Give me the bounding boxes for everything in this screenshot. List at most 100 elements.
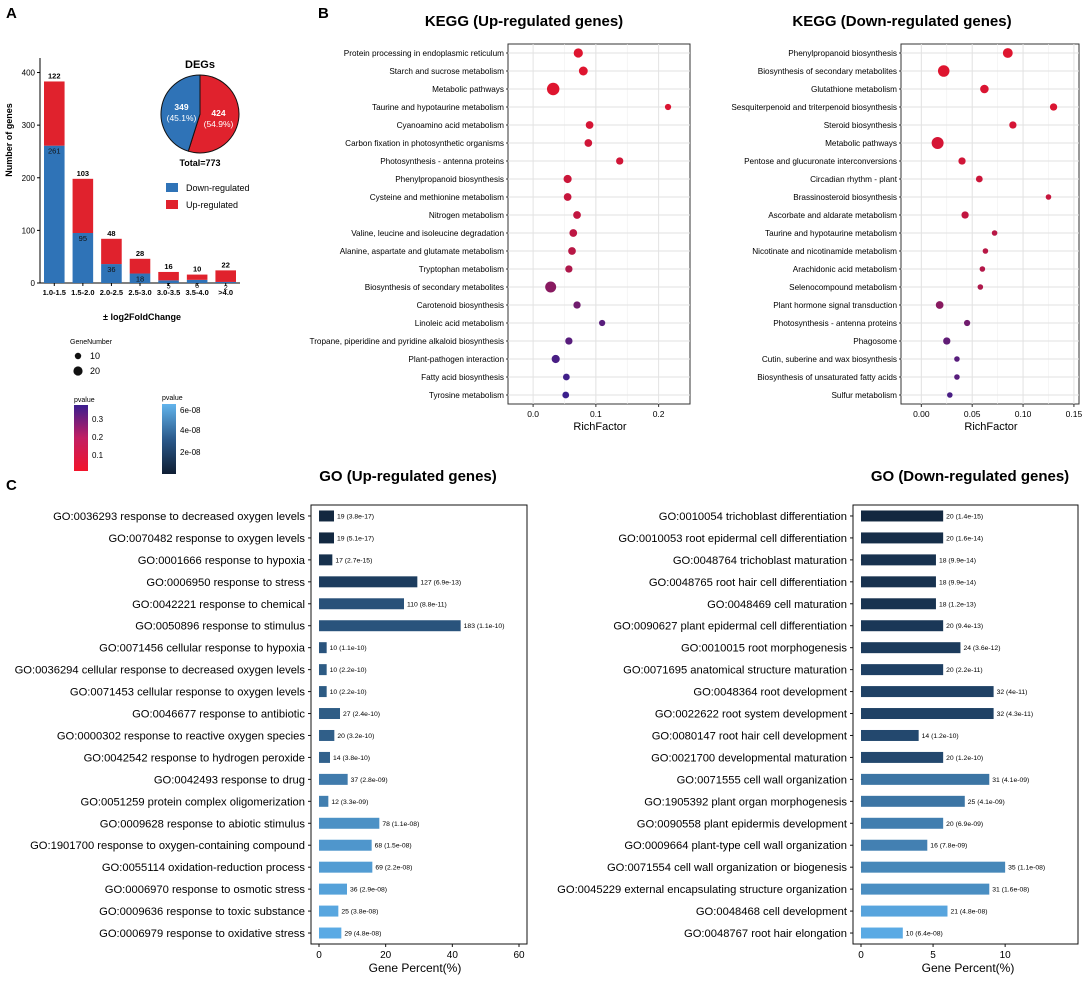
go-bar — [861, 795, 965, 807]
go-bar — [319, 927, 342, 939]
kegg-term-label: Brassinosteroid biosynthesis — [793, 193, 897, 202]
go-xtick-label: 20 — [380, 950, 392, 961]
go-bar — [319, 861, 373, 873]
go-bar-label: 25 (3.8e-08) — [341, 909, 378, 916]
kegg-term-label: Tyrosine metabolism — [429, 391, 504, 400]
go-bar-label: 10 (1.1e-10) — [330, 645, 367, 652]
a-bar-up — [158, 271, 179, 281]
kegg-term-label: Photosynthesis - antenna proteins — [773, 319, 897, 328]
kegg-panel-frame — [900, 43, 1080, 405]
go-bar-label: 183 (1.1e-10) — [464, 623, 505, 630]
a-bar-down — [215, 281, 236, 283]
go-bar-label: 10 (2.2e-10) — [330, 667, 367, 674]
go-term-label: GO:0048764 trichoblast maturation — [673, 555, 847, 567]
go-bar-label: 20 (9.4e-13) — [946, 623, 983, 630]
go-bar — [861, 576, 936, 588]
go-up-xlabel: Gene Percent(%) — [369, 961, 462, 975]
panel-label-c: C — [6, 477, 17, 494]
go-bar — [319, 905, 339, 917]
pie-total: Total=773 — [179, 158, 220, 168]
go-bar-label: 19 (5.1e-17) — [337, 535, 374, 542]
go-bar — [861, 620, 944, 632]
kegg-dot — [977, 284, 984, 290]
kegg-term-label: Biosynthesis of unsaturated fatty acids — [757, 373, 897, 382]
kegg-up-xlabel: RichFactor — [573, 421, 627, 433]
go-bar — [861, 751, 944, 763]
go-bar — [319, 532, 334, 544]
go-term-label: GO:0048765 root hair cell differentiatio… — [649, 577, 847, 589]
kegg-term-label: Starch and sucrose metabolism — [389, 67, 504, 76]
a-bar-up-label: 28 — [136, 249, 144, 258]
kegg-xtick-label: 0.2 — [653, 409, 665, 419]
go-bar — [319, 708, 340, 720]
kegg-dot — [584, 139, 593, 147]
go-bar — [319, 554, 333, 566]
kegg-term-label: Tryptophan metabolism — [419, 265, 504, 274]
genenumber-dot-20 — [73, 366, 83, 376]
kegg-dot — [585, 121, 594, 129]
pie-slice-label: 424 — [211, 108, 225, 118]
go-bar — [861, 883, 990, 895]
go-bar-label: 10 (6.4e-08) — [906, 931, 943, 938]
go-term-label: GO:0001666 response to hypoxia — [138, 555, 306, 567]
kegg-down-xlabel: RichFactor — [964, 421, 1018, 433]
go-xtick-label: 60 — [513, 950, 525, 961]
kegg-dot — [954, 374, 960, 380]
panel-label-a: A — [6, 5, 17, 22]
kegg-dot — [937, 65, 950, 77]
go-bar-label: 21 (4.8e-08) — [950, 909, 987, 916]
kegg-dot — [1045, 194, 1052, 200]
go-bar — [319, 729, 335, 741]
go-bar — [861, 686, 994, 698]
a-bar-up-label: 10 — [193, 265, 201, 274]
a-ylabel: Number of genes — [4, 103, 14, 177]
go-term-label: GO:0071555 cell wall organization — [677, 774, 847, 786]
go-term-label: GO:1905392 plant organ morphogenesis — [644, 796, 847, 808]
pie-slice-label: 349 — [174, 102, 188, 112]
go-term-label: GO:0071453 cellular response to oxygen l… — [70, 687, 305, 699]
kegg-term-label: Photosynthesis - antenna proteins — [380, 157, 504, 166]
a-ytick-label: 0 — [31, 279, 36, 288]
go-bar-label: 127 (6.9e-13) — [420, 579, 461, 586]
kegg-xtick-label: 0.00 — [913, 409, 930, 419]
go-bar-label: 12 (3.3e-09) — [331, 799, 368, 806]
kegg-xtick-label: 0.10 — [1015, 409, 1032, 419]
go-term-label: GO:0090627 plant epidermal cell differen… — [613, 621, 847, 633]
go-bar — [319, 620, 461, 632]
go-term-label: GO:0046677 response to antibiotic — [132, 709, 305, 721]
go-term-label: GO:0071456 cellular response to hypoxia — [99, 643, 306, 655]
a-ytick-label: 400 — [22, 69, 36, 78]
kegg-term-label: Sulfur metabolism — [831, 391, 897, 400]
kegg-dot — [991, 230, 998, 236]
go-bar — [319, 642, 327, 654]
go-bar — [319, 773, 348, 785]
go-bar-label: 20 (2.2e-11) — [946, 667, 983, 674]
a-xtick-label: 1.5-2.0 — [71, 288, 94, 297]
go-panel-frame — [852, 504, 1079, 945]
go-bar — [319, 883, 347, 895]
a-bar-up — [72, 178, 94, 234]
kegg-term-label: Biosynthesis of secondary metabolites — [758, 67, 897, 76]
a-bar-down-label: 95 — [79, 234, 87, 243]
kegg-term-label: Glutathione metabolism — [811, 85, 897, 94]
go-bar-label: 18 (9.9e-14) — [939, 579, 976, 586]
kegg-dot — [980, 84, 989, 94]
pie-title: DEGs — [185, 59, 215, 71]
panel-label-b: B — [318, 5, 329, 22]
kegg-term-label: Cysteine and methionine metabolism — [370, 193, 504, 202]
kegg-dot — [954, 356, 960, 362]
kegg-dot — [565, 265, 573, 273]
go-term-label: GO:0090558 plant epidermis development — [637, 818, 848, 830]
kegg-term-label: Tropane, piperidine and pyridine alkaloi… — [310, 337, 505, 346]
a-xtick-label: 3.5-4.0 — [185, 288, 208, 297]
kegg-term-label: Plant hormone signal transduction — [773, 301, 897, 310]
go-term-label: GO:0045229 external encapsulating struct… — [557, 884, 847, 896]
go-bar — [861, 598, 936, 610]
go-term-label: GO:0000302 response to reactive oxygen s… — [57, 730, 306, 742]
go-term-label: GO:0022622 root system development — [655, 709, 848, 721]
go-bar-label: 24 (3.6e-12) — [963, 645, 1000, 652]
go-bar — [319, 686, 327, 698]
kegg-dot — [569, 229, 578, 237]
kegg-dot — [979, 266, 986, 272]
kegg-term-label: Pentose and glucuronate interconversions — [744, 157, 897, 166]
